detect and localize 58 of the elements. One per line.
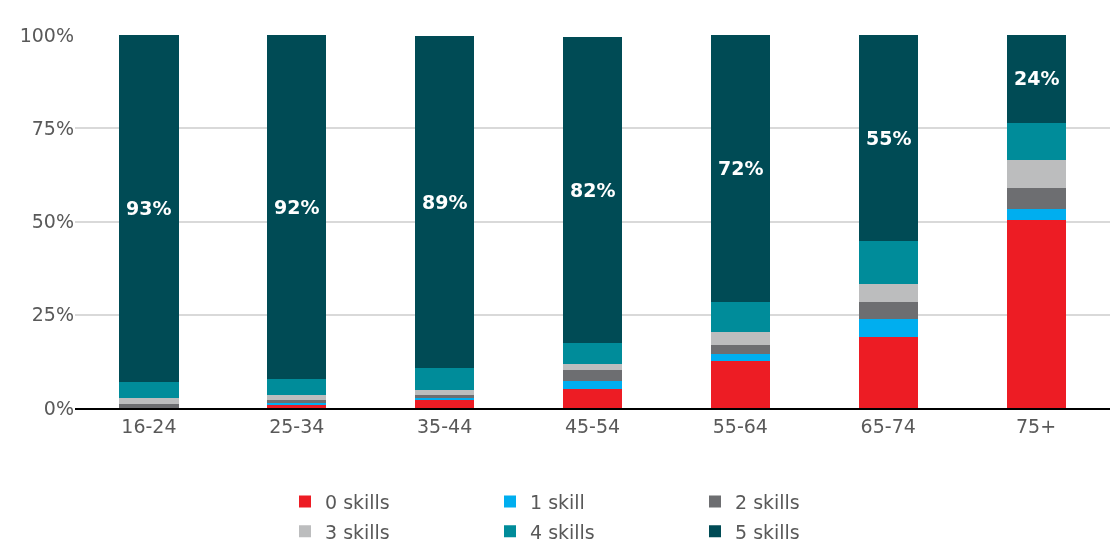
bar bbox=[858, 319, 918, 338]
y-tick-label: 50% bbox=[31, 210, 74, 233]
bar bbox=[858, 240, 918, 284]
bar bbox=[710, 332, 770, 346]
bar bbox=[119, 397, 179, 404]
bar bbox=[1006, 220, 1066, 408]
y-tick-label: 0% bbox=[43, 396, 74, 419]
bar bbox=[710, 302, 770, 333]
legend-label: 0 skills bbox=[325, 490, 390, 513]
x-tick-label: 65-74 bbox=[860, 414, 916, 437]
data-label: 89% bbox=[422, 191, 468, 213]
bar bbox=[267, 35, 327, 379]
bar bbox=[119, 35, 179, 382]
bar bbox=[858, 302, 918, 320]
bar bbox=[415, 389, 475, 395]
bar bbox=[1006, 123, 1066, 161]
bar bbox=[562, 342, 623, 365]
legend-label: 1 skill bbox=[530, 490, 585, 513]
bar bbox=[1006, 160, 1066, 188]
x-tick-label: 25-34 bbox=[269, 414, 325, 437]
data-label: 55% bbox=[866, 127, 912, 149]
bar bbox=[415, 35, 475, 368]
bar bbox=[119, 403, 179, 408]
data-label: 93% bbox=[126, 197, 172, 219]
bar bbox=[710, 361, 770, 408]
bar bbox=[562, 388, 623, 408]
bar bbox=[1006, 187, 1066, 209]
bar bbox=[1006, 35, 1066, 124]
bar bbox=[710, 345, 770, 354]
legend-label: 2 skills bbox=[735, 490, 800, 513]
x-tick-label: 55-64 bbox=[712, 414, 768, 437]
x-tick-label: 16-24 bbox=[121, 414, 177, 437]
bar bbox=[1006, 208, 1066, 221]
bar bbox=[562, 364, 623, 370]
bar bbox=[562, 380, 623, 389]
legend-label: 4 skills bbox=[530, 520, 595, 543]
legend-label: 5 skills bbox=[735, 520, 800, 543]
y-tick-label: 25% bbox=[31, 303, 74, 326]
bar bbox=[710, 35, 770, 303]
y-tick-label: 100% bbox=[19, 23, 74, 46]
legend-label: 3 skills bbox=[325, 520, 390, 543]
bar bbox=[562, 36, 623, 343]
x-tick-label: 45-54 bbox=[564, 414, 621, 437]
data-label: 82% bbox=[570, 179, 616, 201]
y-tick-label: 75% bbox=[31, 116, 74, 139]
data-label: 24% bbox=[1014, 67, 1060, 89]
x-tick-label: 75+ bbox=[1016, 414, 1057, 437]
bar bbox=[267, 378, 327, 395]
bar bbox=[415, 367, 475, 390]
bar bbox=[415, 399, 475, 408]
bar bbox=[858, 337, 918, 408]
x-tick-label: 35-44 bbox=[417, 414, 473, 437]
bar bbox=[858, 283, 918, 303]
bar bbox=[858, 35, 918, 241]
bar bbox=[562, 369, 623, 381]
data-label: 72% bbox=[718, 157, 764, 179]
bar bbox=[119, 381, 179, 398]
data-label: 92% bbox=[274, 196, 320, 218]
